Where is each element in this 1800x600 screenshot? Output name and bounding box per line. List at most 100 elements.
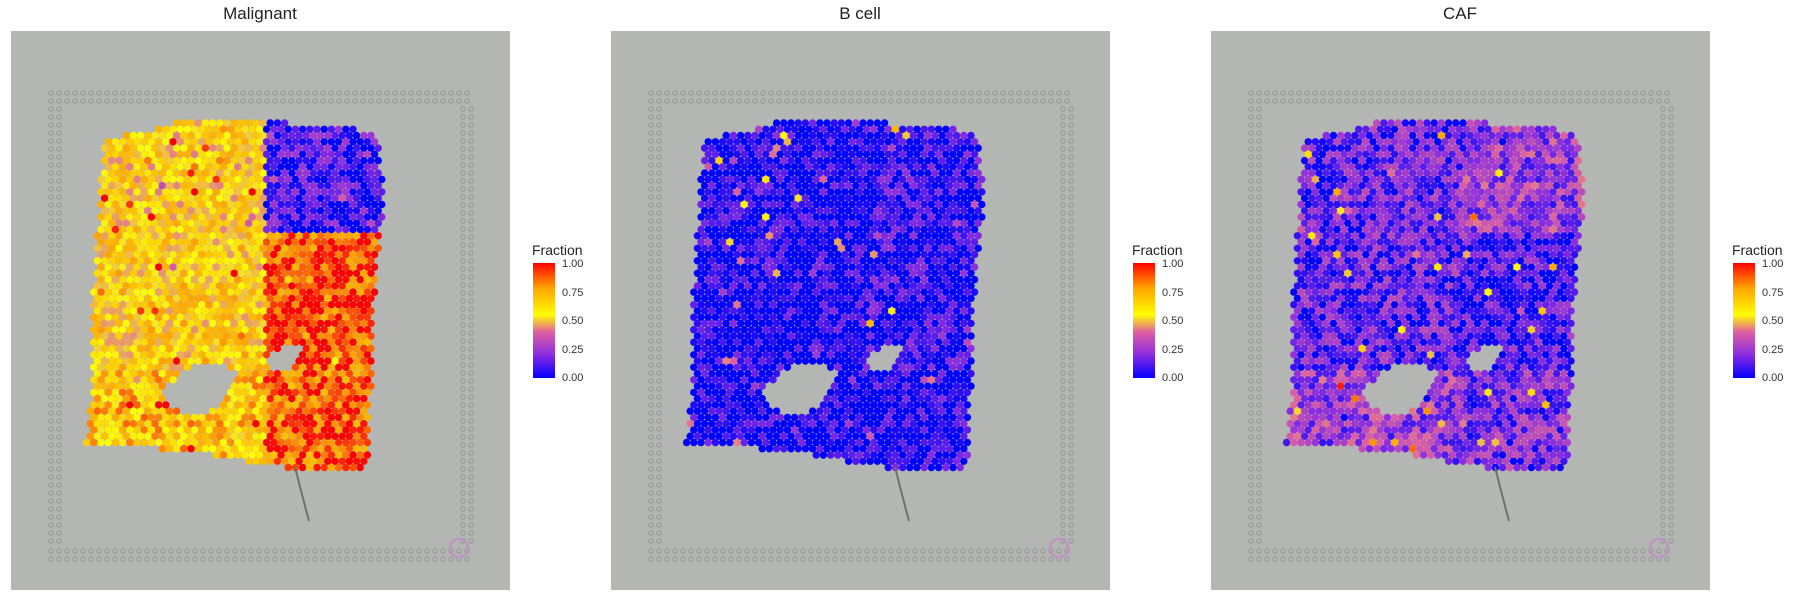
spot bbox=[762, 275, 770, 284]
spot bbox=[1362, 275, 1370, 284]
spot bbox=[1304, 150, 1312, 158]
spot bbox=[356, 263, 364, 271]
spot bbox=[345, 156, 354, 165]
spot bbox=[790, 263, 799, 271]
spot bbox=[830, 294, 838, 303]
spot bbox=[291, 413, 300, 422]
spot bbox=[862, 213, 871, 221]
spot bbox=[1347, 225, 1356, 234]
spot bbox=[212, 213, 220, 221]
spot bbox=[115, 169, 123, 177]
spot bbox=[852, 457, 860, 465]
spot bbox=[1477, 238, 1485, 246]
spot bbox=[891, 163, 900, 171]
spot bbox=[176, 363, 184, 371]
spot bbox=[765, 181, 774, 190]
spot bbox=[374, 244, 382, 252]
spot bbox=[342, 163, 350, 171]
spot bbox=[1426, 188, 1435, 196]
spot bbox=[715, 144, 723, 152]
spot bbox=[693, 319, 702, 328]
spot bbox=[97, 275, 105, 284]
spot bbox=[942, 301, 950, 309]
spot bbox=[697, 238, 705, 246]
spot bbox=[1470, 150, 1478, 158]
spot bbox=[855, 188, 864, 196]
spot bbox=[895, 332, 903, 340]
spot bbox=[1560, 269, 1568, 277]
spot bbox=[700, 382, 709, 390]
spot bbox=[1401, 244, 1410, 252]
spot bbox=[1326, 238, 1334, 246]
spot bbox=[830, 181, 838, 190]
spot bbox=[277, 263, 285, 271]
spot bbox=[345, 332, 354, 340]
spot bbox=[852, 207, 860, 215]
spot bbox=[313, 388, 321, 397]
spot bbox=[866, 432, 874, 440]
spot bbox=[316, 269, 325, 277]
spot bbox=[949, 376, 957, 384]
spot bbox=[108, 394, 116, 403]
spot bbox=[938, 294, 946, 303]
spot bbox=[855, 125, 864, 133]
spot bbox=[280, 257, 289, 265]
spot bbox=[816, 232, 824, 240]
spot bbox=[360, 307, 368, 315]
spot bbox=[309, 257, 318, 265]
spot bbox=[834, 125, 842, 133]
spot bbox=[693, 432, 702, 440]
spot bbox=[877, 250, 885, 259]
spot bbox=[216, 344, 224, 353]
spot bbox=[967, 357, 975, 365]
spot bbox=[1520, 138, 1528, 146]
spot bbox=[744, 156, 752, 165]
spot bbox=[952, 319, 961, 328]
spot bbox=[1462, 213, 1471, 221]
spot bbox=[169, 313, 177, 321]
spot bbox=[90, 326, 98, 334]
spot bbox=[320, 438, 328, 447]
spot bbox=[1315, 269, 1323, 277]
spot bbox=[201, 119, 210, 127]
spot bbox=[316, 257, 325, 265]
spot bbox=[172, 207, 181, 215]
spot bbox=[693, 307, 702, 315]
spot bbox=[360, 282, 368, 290]
spot bbox=[201, 144, 210, 152]
spot bbox=[916, 445, 925, 453]
spot bbox=[1354, 163, 1363, 171]
spot bbox=[313, 363, 321, 371]
spot bbox=[349, 225, 357, 234]
spot bbox=[248, 150, 256, 158]
spot bbox=[844, 382, 853, 390]
spot bbox=[934, 338, 943, 346]
spot bbox=[790, 250, 799, 259]
spot bbox=[280, 445, 289, 453]
spot bbox=[1524, 232, 1532, 240]
spot bbox=[1412, 150, 1420, 158]
spot bbox=[252, 144, 260, 152]
spot bbox=[963, 401, 972, 409]
spot bbox=[1383, 200, 1392, 209]
spot bbox=[823, 169, 831, 177]
spot bbox=[248, 163, 256, 171]
spot bbox=[1567, 181, 1575, 190]
spot bbox=[870, 163, 878, 171]
spot bbox=[334, 163, 343, 171]
spot bbox=[898, 213, 907, 221]
spot bbox=[859, 394, 867, 403]
spot bbox=[816, 156, 824, 165]
spot bbox=[100, 269, 109, 277]
spot bbox=[1376, 213, 1384, 221]
spot bbox=[700, 407, 709, 415]
spot bbox=[212, 150, 220, 158]
spot bbox=[255, 138, 264, 146]
spot bbox=[129, 432, 138, 440]
spot bbox=[816, 181, 824, 190]
spot bbox=[852, 144, 860, 152]
spot bbox=[104, 250, 112, 259]
spot bbox=[859, 181, 867, 190]
spot bbox=[704, 175, 712, 184]
spot bbox=[837, 244, 846, 252]
